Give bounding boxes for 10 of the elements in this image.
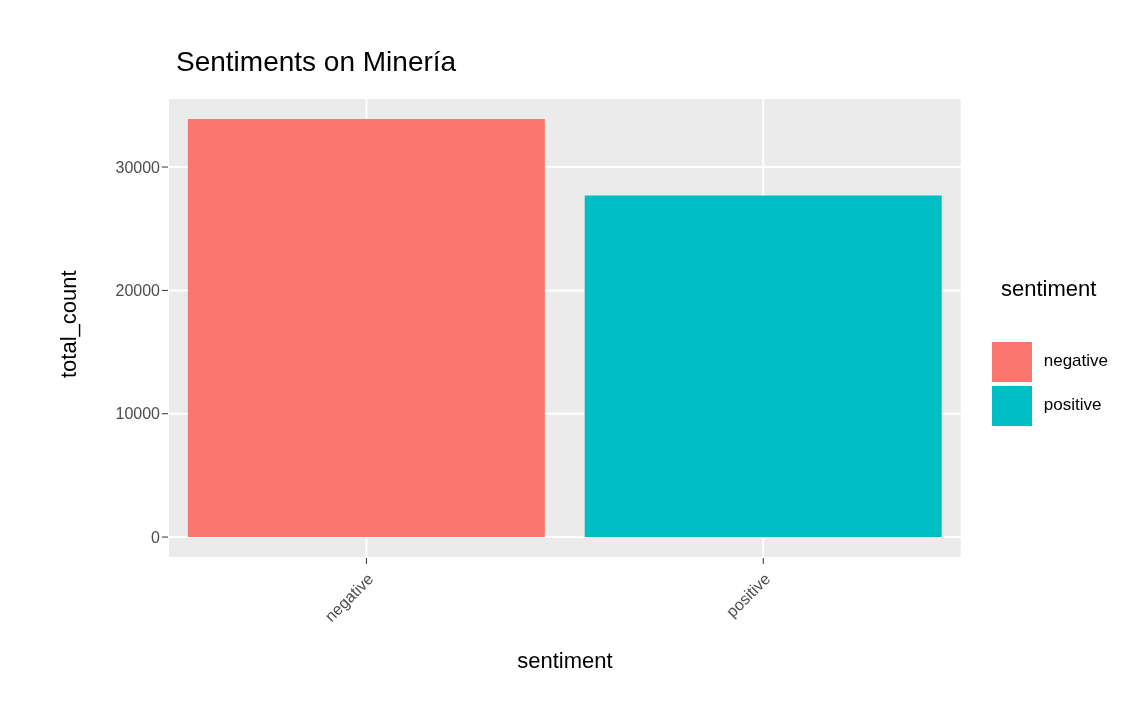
- legend-title: sentiment: [1001, 276, 1097, 302]
- y-tick-label: 0: [151, 528, 161, 546]
- legend-label: positive: [1043, 395, 1102, 414]
- y-tick-label: 10000: [115, 405, 161, 423]
- legend-label: negative: [1043, 351, 1108, 370]
- y-axis-title: total_count: [55, 270, 81, 378]
- y-tick-label: 20000: [115, 282, 161, 300]
- chart-title: Sentiments on Minería: [176, 46, 457, 78]
- y-tick-label: 30000: [115, 158, 161, 176]
- x-axis-title: sentiment: [517, 648, 613, 673]
